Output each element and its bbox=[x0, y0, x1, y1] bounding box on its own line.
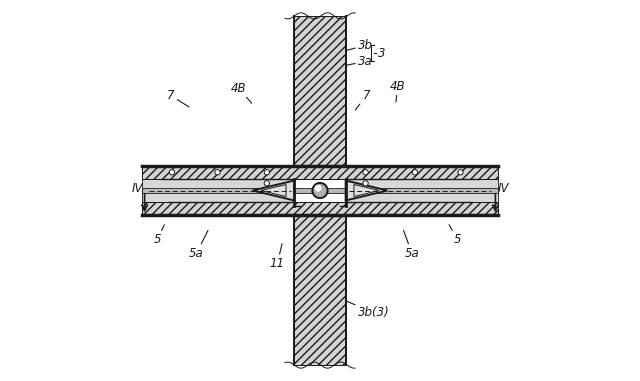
Text: 11: 11 bbox=[270, 243, 285, 270]
Text: 3b: 3b bbox=[330, 39, 373, 54]
Circle shape bbox=[363, 181, 368, 186]
Text: 7: 7 bbox=[167, 89, 189, 107]
Text: 5: 5 bbox=[449, 225, 461, 247]
Circle shape bbox=[412, 170, 417, 175]
Text: 3a: 3a bbox=[328, 55, 372, 69]
Text: 5: 5 bbox=[154, 225, 164, 247]
Bar bbox=[294, 16, 346, 166]
Bar bbox=[141, 166, 499, 179]
Text: 5a: 5a bbox=[403, 231, 419, 259]
Bar bbox=[141, 179, 294, 202]
Text: 4B: 4B bbox=[390, 80, 406, 102]
Polygon shape bbox=[253, 181, 294, 200]
Circle shape bbox=[458, 170, 463, 175]
Bar bbox=[346, 179, 499, 202]
Circle shape bbox=[315, 185, 321, 192]
Bar bbox=[141, 202, 499, 215]
Polygon shape bbox=[346, 181, 387, 200]
Circle shape bbox=[264, 181, 269, 186]
Text: 4B: 4B bbox=[230, 82, 252, 103]
Bar bbox=[141, 188, 499, 193]
Bar bbox=[294, 215, 346, 365]
Text: IV: IV bbox=[497, 182, 509, 195]
Circle shape bbox=[215, 170, 220, 175]
Text: 5a: 5a bbox=[189, 231, 208, 259]
Text: IV: IV bbox=[131, 182, 143, 195]
Circle shape bbox=[363, 170, 368, 175]
Text: 3: 3 bbox=[378, 47, 385, 60]
Text: 3b(3): 3b(3) bbox=[337, 297, 390, 319]
Circle shape bbox=[264, 170, 269, 175]
Circle shape bbox=[312, 183, 328, 198]
Text: 7: 7 bbox=[355, 89, 370, 110]
Circle shape bbox=[170, 170, 175, 175]
